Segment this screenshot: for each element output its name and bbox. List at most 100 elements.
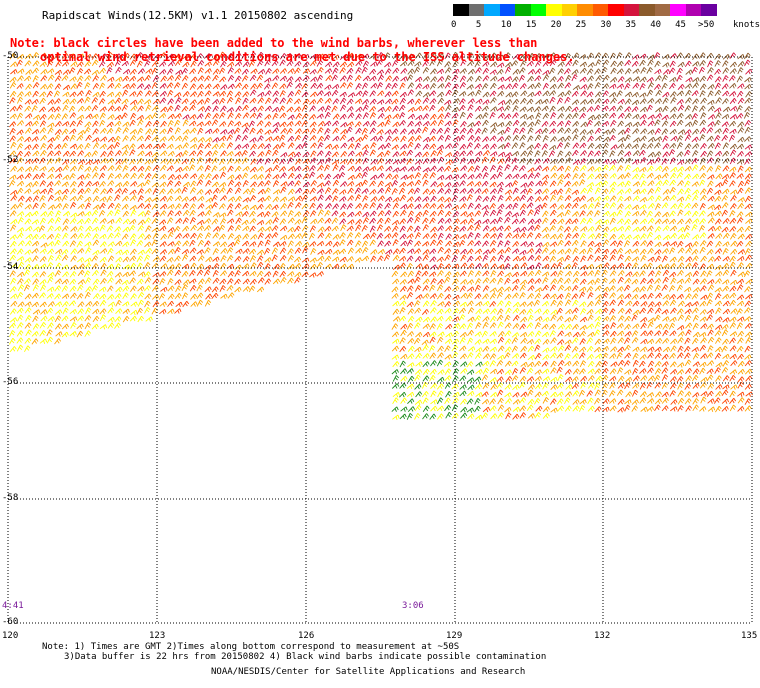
lon-label-120: 120 [2,631,19,641]
wind-barb [699,316,707,322]
wind-barb [587,314,594,322]
wind-barb [242,263,250,270]
wind-barb [744,300,752,307]
wind-barb [10,293,18,299]
wind-barb [557,239,564,247]
wind-barb [242,256,250,263]
wind-barb [617,375,625,383]
wind-barb [9,317,18,323]
wind-barb [580,150,587,157]
wind-barb [302,158,310,164]
wind-barb [68,105,76,113]
wind-barb [24,151,31,158]
wind-barb [467,307,475,315]
wind-barb [722,375,730,382]
wind-barb [722,75,729,82]
wind-barb [437,76,445,83]
lon-label-123: 123 [149,631,166,641]
wind-barb [197,195,205,202]
wind-barb [220,60,227,68]
wind-barb [40,75,48,82]
wind-barb [669,368,678,375]
wind-barb [189,99,197,106]
wind-barb [594,150,602,157]
wind-barb [242,97,249,105]
wind-barb [302,98,310,105]
wind-barb [437,390,444,398]
wind-barb [369,239,377,247]
wind-barb [338,165,346,172]
wind-barb [602,136,611,143]
wind-barb [594,202,601,209]
wind-barb [189,285,197,292]
legend-label: 20 [550,20,562,30]
wind-barb [655,264,663,270]
wind-barb [130,181,138,187]
wind-barb [715,173,723,180]
wind-barb [428,189,436,195]
wind-barb [496,291,504,299]
wind-barb [9,270,16,278]
wind-barb [602,210,610,217]
wind-barb [76,119,83,127]
wind-barb [459,390,467,397]
wind-barb [647,151,656,158]
wind-barb [174,180,182,187]
wind-barb [362,53,370,60]
wind-barb [728,134,736,142]
wind-barb [287,210,294,218]
wind-barb [422,179,429,187]
wind-barb [347,136,355,142]
wind-barb [414,322,421,329]
lat-label-58: -58 [2,493,19,503]
wind-barb [700,270,707,278]
wind-barb [676,196,685,202]
wind-barb [107,241,115,247]
wind-barb [460,292,468,299]
wind-barb [54,338,62,345]
wind-barb [662,329,669,337]
wind-barb [736,322,744,330]
wind-barb [136,52,144,59]
wind-barb [504,369,512,375]
wind-barb [467,316,475,322]
wind-barb [137,271,146,277]
wind-barb [92,233,100,240]
wind-barb [54,216,62,224]
wind-barb [526,188,533,195]
wind-barb [407,270,415,278]
wind-barb [452,188,460,195]
wind-barb [699,285,707,292]
wind-barb [684,165,692,172]
wind-barb [122,292,129,300]
wind-barb [595,353,603,359]
wind-barb [699,344,707,352]
wind-barb [677,233,685,240]
wind-barb [31,240,40,247]
wind-barb [47,127,54,135]
wind-barb [504,392,512,398]
wind-barb [130,309,138,316]
wind-barb [392,53,400,60]
wind-barb [624,284,631,292]
wind-barb [594,299,602,307]
wind-barb [346,232,354,239]
wind-barb [361,66,368,74]
wind-barb [212,59,220,67]
wind-barb [466,300,474,307]
wind-barb [737,180,745,188]
wind-barb [466,279,474,285]
wind-barb [167,248,175,255]
wind-barb [391,136,400,142]
wind-barb [729,316,737,323]
wind-barb [624,399,632,405]
wind-barb [422,92,431,98]
wind-barb [467,104,474,112]
wind-barb [444,301,452,308]
wind-barb [422,368,430,375]
wind-barb [280,128,288,134]
wind-barb [46,307,54,315]
wind-barb [24,136,32,143]
wind-barb [166,143,174,150]
wind-barb [571,285,579,292]
